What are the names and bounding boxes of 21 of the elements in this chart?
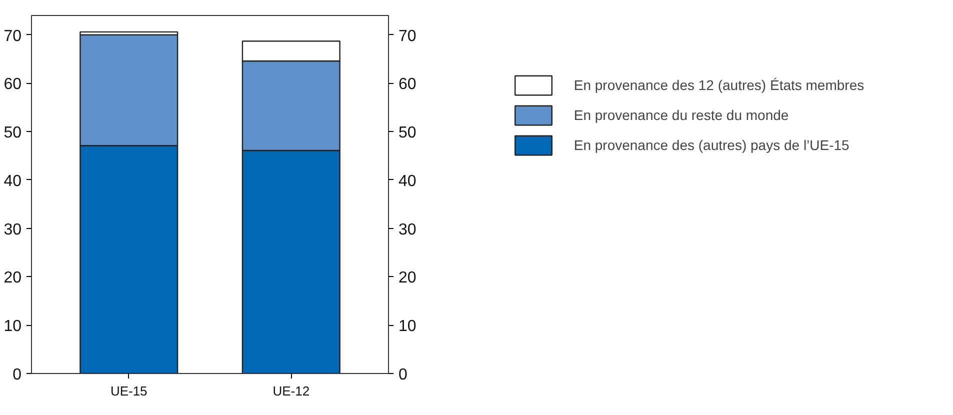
legend-label: En provenance des (autres) pays de l’UE-15 [574,137,850,153]
y-tick-label: 50 [4,124,22,142]
y2-tick-label: 20 [398,270,416,287]
y2-tick-label: 0 [398,366,408,384]
y-tick-label: 70 [4,28,22,45]
y2-tick-label: 40 [398,172,416,190]
y-tick-label: 0 [12,366,22,384]
legend-label: En provenance du reste du monde [574,107,789,123]
legend-label: En provenance des 12 (autres) États membres [574,77,864,93]
y2-tick-label: 60 [398,76,416,94]
y2-tick-label: 70 [398,28,416,45]
y2-tick-label: 50 [398,124,416,142]
x-tick-label: UE-12 [272,384,310,398]
y-tick-label: 30 [4,221,22,238]
y-tick-label: 20 [4,270,22,287]
y-tick-label: 10 [4,318,22,336]
y-tick-label: 40 [4,172,22,190]
x-tick-label: UE-15 [110,384,148,398]
y2-tick-label: 10 [398,318,416,336]
y-tick-label: 60 [4,76,22,94]
y2-tick-label: 30 [398,221,416,238]
